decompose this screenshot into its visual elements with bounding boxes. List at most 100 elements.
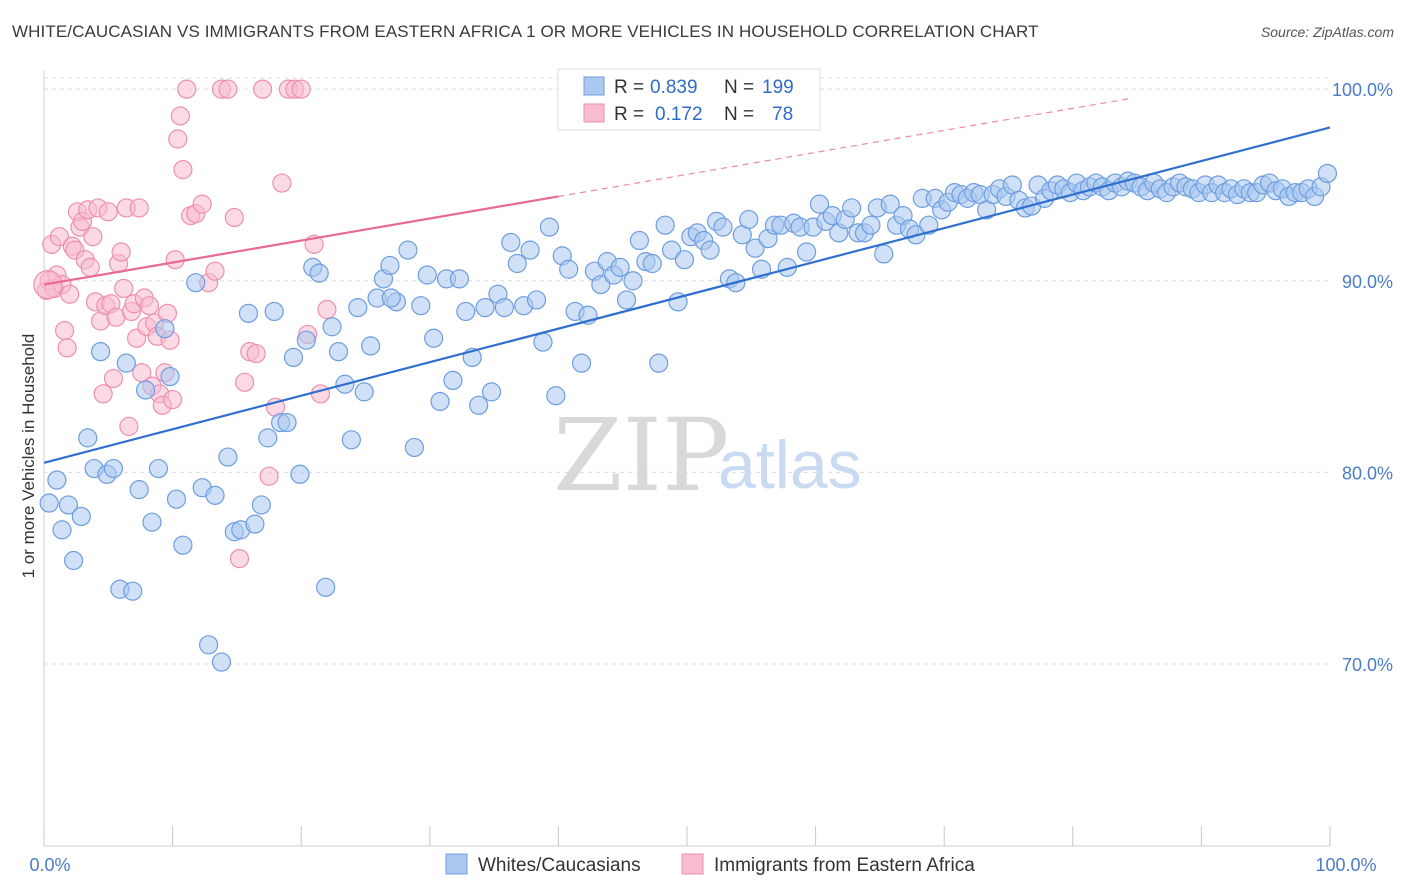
point-whites xyxy=(629,230,650,251)
point-whites xyxy=(129,480,149,500)
point-whites xyxy=(283,347,304,368)
stats-pink-n-value: 78 xyxy=(772,104,793,125)
point-immigrants xyxy=(253,79,273,99)
point-immigrants xyxy=(177,79,197,99)
stats-pink-r-value: 0.172 xyxy=(655,104,703,125)
point-whites xyxy=(199,635,219,655)
stats-blue-r-label: R = xyxy=(614,77,644,98)
point-immigrants xyxy=(129,198,149,218)
point-immigrants xyxy=(224,207,244,228)
point-whites xyxy=(264,301,284,322)
point-whites xyxy=(381,288,401,308)
point-immigrants xyxy=(83,227,103,247)
point-immigrants xyxy=(165,250,185,270)
legend: Whites/Caucasians Immigrants from Easter… xyxy=(445,853,975,876)
point-whites xyxy=(520,240,540,260)
point-whites xyxy=(874,244,894,264)
point-whites xyxy=(796,242,817,262)
point-whites xyxy=(218,447,238,467)
point-whites xyxy=(251,495,271,515)
point-immigrants xyxy=(114,278,134,299)
point-whites xyxy=(116,353,136,373)
point-whites xyxy=(322,317,342,337)
point-immigrants xyxy=(163,389,183,410)
point-whites xyxy=(78,428,98,448)
point-immigrants xyxy=(139,296,160,316)
point-whites xyxy=(238,303,259,323)
stats-swatch-blue xyxy=(583,76,605,96)
point-whites xyxy=(546,386,566,406)
point-whites xyxy=(443,370,463,390)
point-whites xyxy=(71,506,91,527)
point-whites xyxy=(842,198,862,218)
point-whites xyxy=(166,489,187,509)
point-whites xyxy=(559,259,579,279)
point-immigrants xyxy=(170,106,190,126)
stats-blue-r-value: 0.839 xyxy=(650,77,698,98)
stats-blue-n-value: 199 xyxy=(762,77,794,98)
x-tick-label-min: 0.0% xyxy=(29,855,70,875)
point-whites xyxy=(380,255,400,276)
point-immigrants xyxy=(80,257,100,277)
point-whites xyxy=(623,271,643,291)
point-whites xyxy=(642,253,662,274)
point-whites xyxy=(404,437,424,458)
point-whites xyxy=(661,240,682,260)
chart-source: Source: ZipAtlas.com xyxy=(1260,24,1394,40)
point-immigrants xyxy=(218,79,238,99)
point-whites xyxy=(173,535,193,555)
point-whites xyxy=(745,238,765,258)
point-whites xyxy=(277,412,297,433)
point-whites xyxy=(328,342,349,362)
point-whites xyxy=(649,353,669,373)
point-whites xyxy=(160,366,180,387)
point-immigrants xyxy=(192,194,212,214)
point-immigrants xyxy=(103,368,124,389)
point-whites xyxy=(398,240,418,260)
point-immigrants xyxy=(49,227,70,247)
trend-line-immigrants-extension xyxy=(558,97,1131,198)
point-whites xyxy=(494,297,514,318)
point-whites xyxy=(655,215,675,235)
stats-pink-n-label: N = xyxy=(724,104,754,125)
point-whites xyxy=(316,577,336,597)
point-immigrants xyxy=(291,79,311,99)
y-tick-labels: 70.0% 80.0% 90.0% 100.0% xyxy=(1332,80,1393,675)
point-whites xyxy=(424,328,444,348)
point-whites xyxy=(296,330,316,350)
legend-label-immigrants: Immigrants from Eastern Africa xyxy=(714,855,975,876)
point-immigrants xyxy=(173,160,193,180)
point-whites xyxy=(309,263,329,283)
gridlines xyxy=(44,77,1330,665)
y-tick-label: 80.0% xyxy=(1342,463,1393,483)
point-whites xyxy=(591,274,611,295)
point-immigrants xyxy=(235,372,255,392)
point-immigrants xyxy=(259,466,279,486)
point-immigrants xyxy=(98,202,118,222)
stats-blue-n-label: N = xyxy=(724,77,754,98)
point-whites xyxy=(571,353,592,373)
legend-swatch-whites xyxy=(445,853,468,875)
point-immigrants xyxy=(310,384,331,404)
series-immigrants-points xyxy=(33,79,337,569)
watermark: ZIP atlas xyxy=(553,397,862,514)
point-whites xyxy=(58,495,79,515)
y-tick-label: 100.0% xyxy=(1332,80,1393,100)
point-whites xyxy=(258,428,278,448)
point-whites xyxy=(1317,163,1338,184)
point-whites xyxy=(507,253,527,274)
trend-line-immigrants xyxy=(43,195,559,286)
point-immigrants xyxy=(168,129,188,149)
point-whites xyxy=(417,265,437,285)
point-immigrants xyxy=(57,338,77,358)
trend-line-whites xyxy=(43,126,1331,464)
legend-label-whites: Whites/Caucasians xyxy=(478,855,641,876)
x-tick-label-max: 100.0% xyxy=(1315,855,1376,875)
watermark-atlas: atlas xyxy=(718,427,862,503)
point-whites xyxy=(475,297,495,318)
y-tick-label: 90.0% xyxy=(1342,272,1393,292)
stats-swatch-pink xyxy=(583,103,605,123)
point-whites xyxy=(155,319,175,339)
point-whites xyxy=(39,493,59,513)
